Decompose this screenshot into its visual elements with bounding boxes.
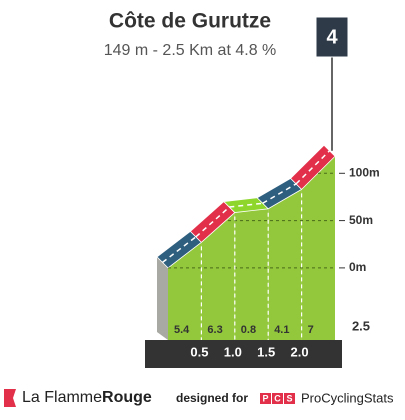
- ribbon-centerline: [195, 206, 230, 238]
- brand-bold: Rouge: [102, 389, 152, 406]
- ribbon-centerline: [295, 150, 331, 185]
- pcs-letter: S: [286, 393, 292, 403]
- x-tick-label: 2.0: [291, 344, 309, 359]
- gradient-label: 4.1: [274, 324, 289, 336]
- ribbon-centerline: [162, 236, 197, 263]
- profile-face: [268, 189, 302, 340]
- y-tick-label: 0m: [349, 260, 366, 274]
- pcs-letter: P: [262, 393, 268, 403]
- pcs-box: [272, 393, 283, 404]
- x-tick-label: 1.5: [257, 344, 275, 359]
- x-tick-label: 2.5: [352, 318, 370, 333]
- profile-face: [301, 156, 335, 340]
- side-face: [157, 256, 168, 340]
- plot: 5.4 6.3 0.8 4.1 7 0m 50m 100m 0.5 1.0 1.5 2.0 2.5 4: [145, 16, 380, 368]
- chart-title: Côte de Gurutze: [109, 10, 271, 33]
- pcs-box: [260, 393, 271, 404]
- gradient-label: 5.4: [174, 324, 190, 336]
- ribbon-centerline: [229, 202, 263, 208]
- profile-face: [201, 212, 235, 340]
- category-label: 4: [326, 26, 338, 48]
- gradient-label: 6.3: [207, 324, 222, 336]
- x-tick-label: 0.5: [190, 344, 208, 359]
- brand-icon: [4, 389, 16, 407]
- chart-subtitle: 149 m - 2.5 Km at 4.8 %: [104, 42, 277, 59]
- profile-face: [168, 242, 202, 340]
- pcs-box: [284, 393, 295, 404]
- distance-bar: [145, 340, 342, 368]
- gradient-label: 0.8: [241, 324, 256, 336]
- y-tick-label: 100m: [349, 165, 380, 179]
- y-tick-label: 50m: [349, 213, 373, 227]
- designed-for: designed for: [176, 391, 248, 405]
- category-badge: [315, 16, 349, 58]
- gradient-label: 7: [308, 324, 314, 336]
- site-name: ProCyclingStats: [301, 390, 394, 405]
- brand-light: La Flamme: [22, 389, 102, 406]
- ribbon-centerline: [262, 183, 297, 204]
- profile-face: [234, 208, 269, 340]
- pcs-letter: C: [274, 393, 281, 403]
- brand: La FlammeRouge: [22, 389, 152, 406]
- x-tick-label: 1.0: [224, 344, 242, 359]
